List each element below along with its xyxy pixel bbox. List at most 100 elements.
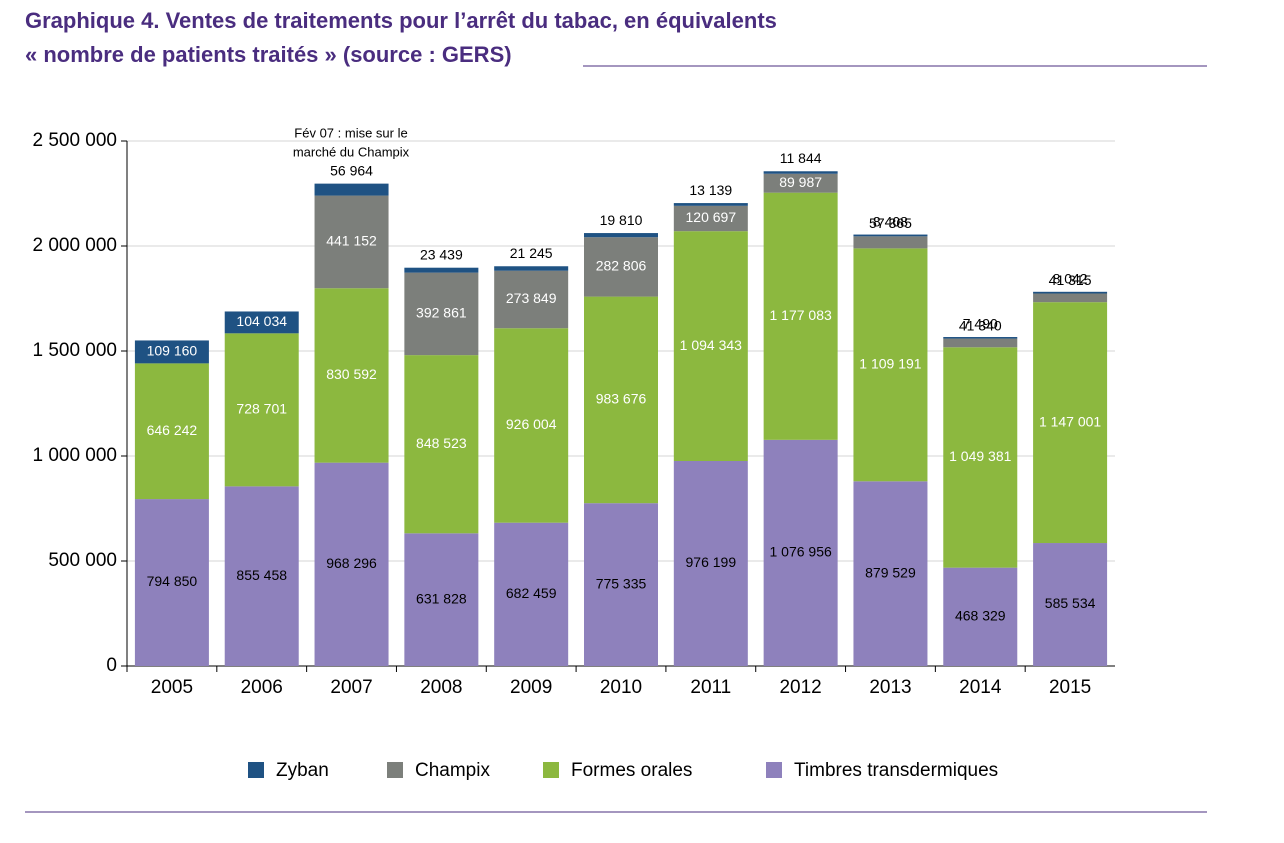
data-label: 585 534 xyxy=(1045,595,1096,611)
x-tick-label: 2015 xyxy=(1049,677,1091,698)
data-label: 8 408 xyxy=(873,213,908,229)
chart-title: « nombre de patients traités » (source :… xyxy=(25,42,512,67)
data-label: 468 329 xyxy=(955,608,1006,624)
bar-segment xyxy=(943,337,1018,339)
bar-segment xyxy=(134,340,209,364)
bar-segment xyxy=(763,439,838,666)
data-label: 441 152 xyxy=(326,233,377,249)
bar-segment xyxy=(404,272,479,356)
x-tick-label: 2013 xyxy=(869,677,911,698)
data-label: 855 458 xyxy=(236,567,287,583)
data-label: 926 004 xyxy=(506,416,557,432)
bar-segment xyxy=(224,333,299,487)
data-label: 19 810 xyxy=(600,212,643,228)
y-tick-label: 500 000 xyxy=(48,550,117,571)
bar-segment xyxy=(673,231,748,461)
data-label: 392 861 xyxy=(416,305,467,321)
data-label: 41 315 xyxy=(1049,272,1092,288)
bar-segment xyxy=(673,205,748,232)
bar-segment xyxy=(853,234,928,237)
chart-title: Graphique 4. Ventes de traitements pour … xyxy=(25,8,777,33)
x-tick-label: 2012 xyxy=(779,677,821,698)
data-label: 631 828 xyxy=(416,590,467,606)
data-label: 983 676 xyxy=(596,391,647,407)
bar-segment xyxy=(404,355,479,534)
legend-swatch xyxy=(387,762,403,778)
bar-segment xyxy=(1033,302,1108,544)
bar-segment xyxy=(404,533,479,666)
data-label: 968 296 xyxy=(326,555,377,571)
data-label: 1 049 381 xyxy=(949,448,1011,464)
legend-label: Timbres transdermiques xyxy=(794,760,998,781)
legend-label: Champix xyxy=(415,760,490,781)
bar-segment xyxy=(584,503,658,666)
data-label: 646 242 xyxy=(147,422,198,438)
bar-segment xyxy=(314,195,389,289)
x-tick-label: 2011 xyxy=(690,677,731,698)
annotation: marché du Champix xyxy=(293,144,410,159)
data-label: 1 094 343 xyxy=(680,337,742,353)
data-label: 23 439 xyxy=(420,246,463,262)
data-label: 56 964 xyxy=(330,162,373,178)
x-tick-label: 2014 xyxy=(959,677,1002,698)
data-label: 848 523 xyxy=(416,435,467,451)
bar-segment xyxy=(584,296,658,504)
x-tick-label: 2009 xyxy=(510,677,552,698)
bar-segment xyxy=(1033,291,1108,294)
data-label: 104 034 xyxy=(236,313,287,329)
bar-segment xyxy=(134,499,209,666)
bar-segment xyxy=(134,363,209,500)
bar-segment xyxy=(763,171,838,174)
bar-segment xyxy=(494,270,569,329)
data-label: 11 844 xyxy=(780,150,822,166)
data-label: 1 177 083 xyxy=(769,307,831,323)
bar-segment xyxy=(763,173,838,193)
data-label: 13 139 xyxy=(689,182,732,198)
data-label: 682 459 xyxy=(506,585,557,601)
data-label: 109 160 xyxy=(147,343,198,359)
bar-segment xyxy=(314,462,389,666)
bar-segment xyxy=(853,236,928,249)
legend-label: Formes orales xyxy=(571,760,692,781)
data-label: 775 335 xyxy=(596,575,647,591)
data-label: 120 697 xyxy=(686,209,737,225)
bar-segment xyxy=(673,460,748,666)
annotation: Fév 07 : mise sur le xyxy=(294,125,407,140)
bar-segment xyxy=(943,567,1018,666)
legend-swatch xyxy=(543,762,559,778)
bar-segment xyxy=(584,237,658,297)
legend-swatch xyxy=(248,762,264,778)
x-tick-label: 2010 xyxy=(600,677,642,698)
data-label: 794 850 xyxy=(147,573,198,589)
x-tick-label: 2005 xyxy=(151,677,193,698)
bar-segment xyxy=(853,481,928,666)
bar-segment xyxy=(404,267,479,273)
data-label: 57 365 xyxy=(869,215,912,231)
data-label: 273 849 xyxy=(506,290,557,306)
data-label: 976 199 xyxy=(686,554,737,570)
data-label: 41 340 xyxy=(959,317,1002,333)
data-label: 89 987 xyxy=(779,174,822,190)
legend-label: Zyban xyxy=(276,760,329,781)
x-tick-label: 2006 xyxy=(241,677,283,698)
data-label: 1 076 956 xyxy=(769,544,831,560)
bar-segment xyxy=(494,266,569,271)
data-label: 1 147 001 xyxy=(1039,413,1101,429)
bar-segment xyxy=(1033,293,1108,303)
data-label: 728 701 xyxy=(236,401,287,417)
data-label: 21 245 xyxy=(510,245,553,261)
bar-segment xyxy=(224,486,299,666)
data-label: 8 042 xyxy=(1053,271,1088,287)
bar-segment xyxy=(314,183,389,196)
data-label: 7 490 xyxy=(963,316,998,332)
y-tick-label: 2 000 000 xyxy=(32,235,117,256)
x-tick-label: 2007 xyxy=(330,677,372,698)
data-label: 1 109 191 xyxy=(859,356,921,372)
y-tick-label: 2 500 000 xyxy=(32,130,117,151)
legend-swatch xyxy=(766,762,782,778)
y-tick-label: 0 xyxy=(106,655,117,676)
bar-segment xyxy=(943,347,1018,568)
data-label: 282 806 xyxy=(596,258,647,274)
bar-segment xyxy=(494,522,569,666)
data-label: 830 592 xyxy=(326,366,377,382)
